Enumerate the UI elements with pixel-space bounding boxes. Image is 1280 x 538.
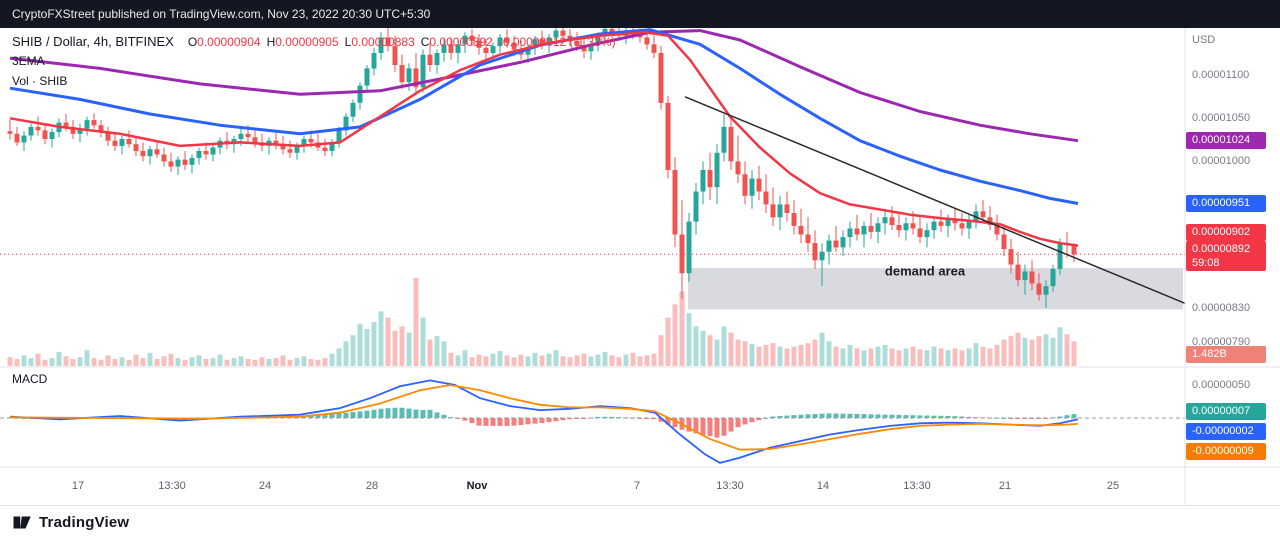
chart-legend: SHIB / Dollar, 4h, BITFINEX O0.00000904 H0… (12, 34, 616, 89)
macd-value-tag: -0.00000002 (1186, 423, 1266, 440)
macd-value-tag: -0.00000009 (1186, 443, 1266, 460)
price-axis-label: 0.00001050 (1192, 112, 1251, 124)
ohlc-value: 0.00000904 (197, 35, 261, 49)
time-axis-label: 13:30 (903, 480, 931, 492)
price-axis-label: 0.00001100 (1192, 69, 1250, 81)
footer-bar: TradingView (0, 505, 1280, 538)
ohlc-value: 0.00000883 (351, 35, 415, 49)
publish-text: CryptoFXStreet published on TradingView.… (12, 7, 431, 21)
demand-area-zone (688, 268, 1183, 310)
macd-signal-line (9, 384, 1079, 451)
ohlc-values: O0.00000904 H0.00000905 L0.00000883 C0.0000… (182, 34, 616, 49)
ohlc-key: H (266, 35, 276, 49)
macd-axis-label: 0.00000050 (1192, 379, 1251, 391)
current-price-value: 0.00000892 (1192, 243, 1251, 255)
time-axis-label: 24 (258, 480, 272, 492)
demand-area-label: demand area (884, 263, 966, 279)
ema-mid-line (9, 28, 1079, 205)
symbol-legend-row[interactable]: SHIB / Dollar, 4h, BITFINEX O0.00000904 H0… (12, 34, 616, 49)
time-axis-label: 13:30 (716, 480, 744, 492)
price-axis-label: 0.00000790 (1192, 336, 1251, 348)
macd-value-tag: 0.00000007 (1186, 403, 1266, 420)
tradingview-logo-icon[interactable] (12, 512, 33, 533)
ohlc-value: -0.00000012 (-1.33%) (498, 35, 616, 49)
tradingview-wordmark[interactable]: TradingView (39, 513, 130, 531)
time-axis-label: 7 (633, 480, 641, 492)
price-level-tag: 0.00000951 (1186, 195, 1266, 212)
price-level-tag: 0.00000902 (1186, 224, 1266, 241)
time-axis-label: 28 (365, 480, 379, 492)
ohlc-key: L (344, 35, 352, 49)
time-axis-label: 14 (816, 480, 830, 492)
price-axis-label: 0.00000830 (1192, 302, 1251, 314)
descending-trendline (684, 96, 1186, 304)
time-axis-label: 17 (71, 480, 85, 492)
indicator-legend-volume[interactable]: Vol · SHIB (12, 74, 68, 88)
ohlc-key: O (187, 35, 198, 49)
ema-fast-line (9, 31, 1079, 247)
ohlc-key: C (420, 35, 430, 49)
volume-value-tag: 1.482B (1186, 346, 1266, 363)
price-axis-label: 0.00001000 (1192, 155, 1251, 167)
bar-countdown: 59:08 (1192, 257, 1220, 269)
current-price-countdown-tag: 0.00000892 59:08 (1186, 241, 1266, 271)
price-level-tag: 0.00001024 (1186, 132, 1266, 149)
ohlc-value: 0.00000892 (429, 35, 493, 49)
price-axis-currency[interactable]: USD (1192, 34, 1216, 46)
ohlc-value: 0.00000905 (275, 35, 339, 49)
time-axis-label: 13:30 (158, 480, 186, 492)
indicator-legend-3ema[interactable]: 3EMA (12, 54, 45, 68)
time-axis-label: 21 (998, 480, 1012, 492)
time-axis-label: Nov (466, 480, 488, 492)
symbol-title[interactable]: SHIB / Dollar, 4h, BITFINEX (12, 34, 174, 49)
time-axis-label: 25 (1106, 480, 1120, 492)
publish-bar: CryptoFXStreet published on TradingView.… (0, 0, 1280, 28)
indicator-legend-macd[interactable]: MACD (12, 372, 48, 386)
